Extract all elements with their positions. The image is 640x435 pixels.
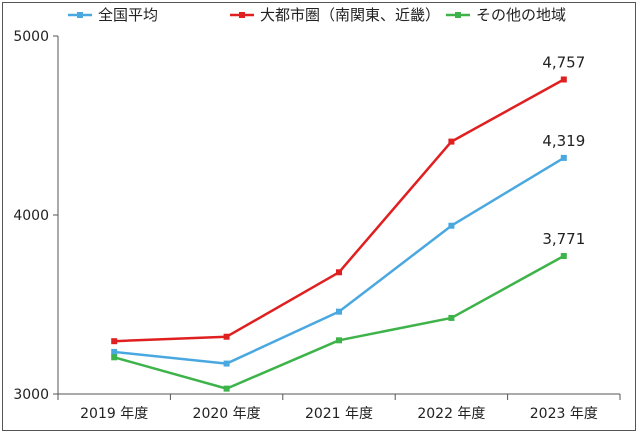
- series-line: [114, 78, 565, 343]
- legend-swatch-marker: [239, 12, 245, 18]
- chart-frame: [2, 2, 636, 431]
- legend-label: その他の地域: [476, 6, 566, 24]
- y-tick-label: 4000: [13, 208, 49, 224]
- y-tick-label: 5000: [13, 29, 49, 45]
- series-line: [114, 156, 565, 365]
- data-point: [223, 360, 230, 367]
- x-tick-label: 2022 年度: [417, 406, 485, 422]
- x-tick-label: 2020 年度: [193, 406, 261, 422]
- data-label: 4,757: [542, 53, 585, 71]
- data-point: [111, 348, 118, 355]
- data-point: [223, 385, 230, 392]
- data-point: [336, 269, 342, 276]
- x-ticks: 2019 年度 2020 年度 2021 年度 2022 年度 2023 年度: [57, 394, 621, 422]
- data-point: [448, 314, 455, 321]
- data-point: [223, 333, 230, 340]
- data-labels: 4,319 4,757 3,771: [542, 53, 585, 247]
- data-point: [448, 222, 455, 229]
- data-point: [560, 76, 567, 83]
- data-point: [336, 308, 342, 315]
- data-point: [560, 154, 567, 161]
- data-point: [336, 337, 342, 344]
- data-point: [560, 252, 567, 259]
- data-point: [111, 354, 118, 361]
- y-tick-label: 3000: [13, 387, 49, 403]
- series-line: [113, 254, 565, 390]
- x-tick-label: 2019 年度: [80, 406, 148, 422]
- x-tick-label: 2021 年度: [305, 406, 373, 422]
- legend-label: 全国平均: [98, 6, 158, 24]
- data-label: 4,319: [542, 132, 585, 150]
- y-ticks: 3000 4000 5000: [13, 29, 58, 403]
- legend-swatch-marker: [455, 12, 461, 18]
- series-lines: [111, 76, 567, 392]
- legend: 全国平均 大都市圏（南関東、近畿） その他の地域: [68, 6, 566, 24]
- x-tick-label: 2023 年度: [530, 406, 598, 422]
- data-label: 3,771: [542, 230, 585, 248]
- legend-swatch-marker: [77, 12, 83, 18]
- data-point: [111, 338, 118, 345]
- legend-label: 大都市圏（南関東、近畿）: [260, 6, 440, 24]
- data-point: [448, 138, 455, 145]
